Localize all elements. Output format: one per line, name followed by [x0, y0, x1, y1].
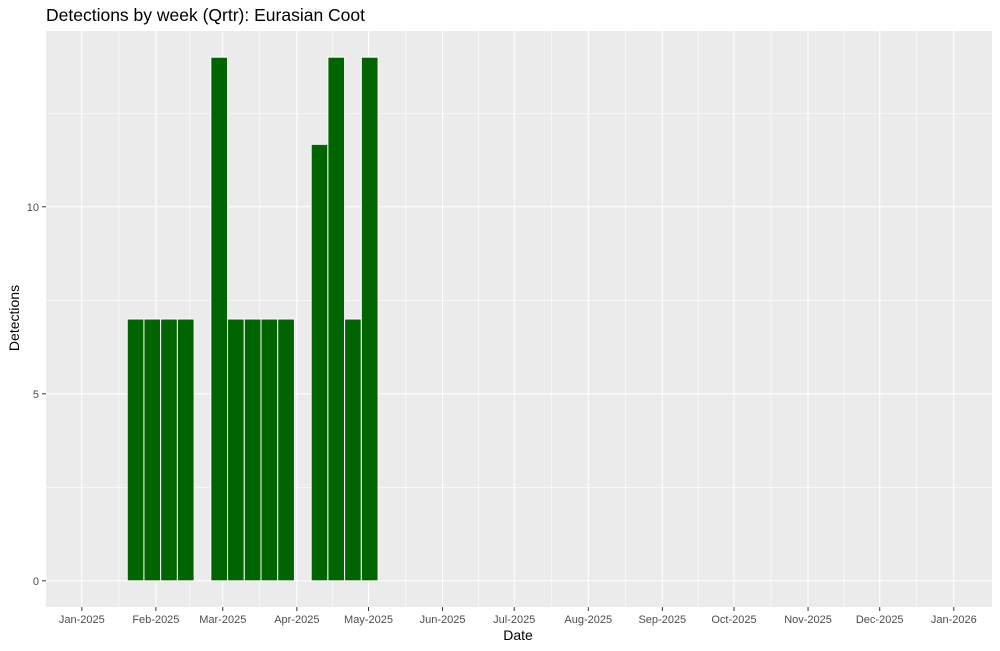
- y-tick-label: 10: [27, 202, 39, 214]
- x-tick-label: Oct-2025: [711, 614, 756, 626]
- grid-minor: [46, 31, 992, 607]
- y-axis: 0 5 10: [27, 202, 46, 588]
- bar: [210, 56, 229, 582]
- bar: [277, 318, 295, 582]
- bar: [227, 318, 245, 582]
- bar: [310, 143, 329, 582]
- x-tick-label: May-2025: [344, 614, 393, 626]
- x-tick-label: Dec-2025: [856, 614, 904, 626]
- x-axis-title: Date: [503, 627, 533, 643]
- x-tick-label: Aug-2025: [564, 614, 612, 626]
- bar: [327, 56, 346, 582]
- bar: [360, 56, 379, 582]
- x-tick-label: Feb-2025: [132, 614, 179, 626]
- y-axis-title: Detections: [6, 285, 22, 351]
- bar: [160, 318, 178, 582]
- bar: [176, 318, 195, 582]
- bar: [243, 318, 262, 582]
- x-tick-label: Jan-2026: [931, 614, 977, 626]
- x-tick-label: Nov-2025: [784, 614, 832, 626]
- bar: [143, 318, 162, 582]
- x-tick-label: Jul-2025: [493, 614, 535, 626]
- bar: [260, 318, 279, 582]
- x-tick-label: Mar-2025: [199, 614, 246, 626]
- bar: [344, 318, 362, 582]
- x-tick-label: Jan-2025: [59, 614, 105, 626]
- x-tick-label: Sep-2025: [638, 614, 686, 626]
- plot-panel: [46, 31, 992, 607]
- x-tick-label: Jun-2025: [420, 614, 466, 626]
- y-tick-label: 0: [33, 576, 39, 588]
- bars: [126, 56, 379, 582]
- y-tick-label: 5: [33, 389, 39, 401]
- x-axis: Jan-2025 Feb-2025 Mar-2025 Apr-2025 May-2025…: [59, 607, 977, 626]
- chart-title: Detections by week (Qrtr): Eurasian Coot: [46, 5, 365, 25]
- bar: [126, 318, 145, 582]
- x-tick-label: Apr-2025: [274, 614, 319, 626]
